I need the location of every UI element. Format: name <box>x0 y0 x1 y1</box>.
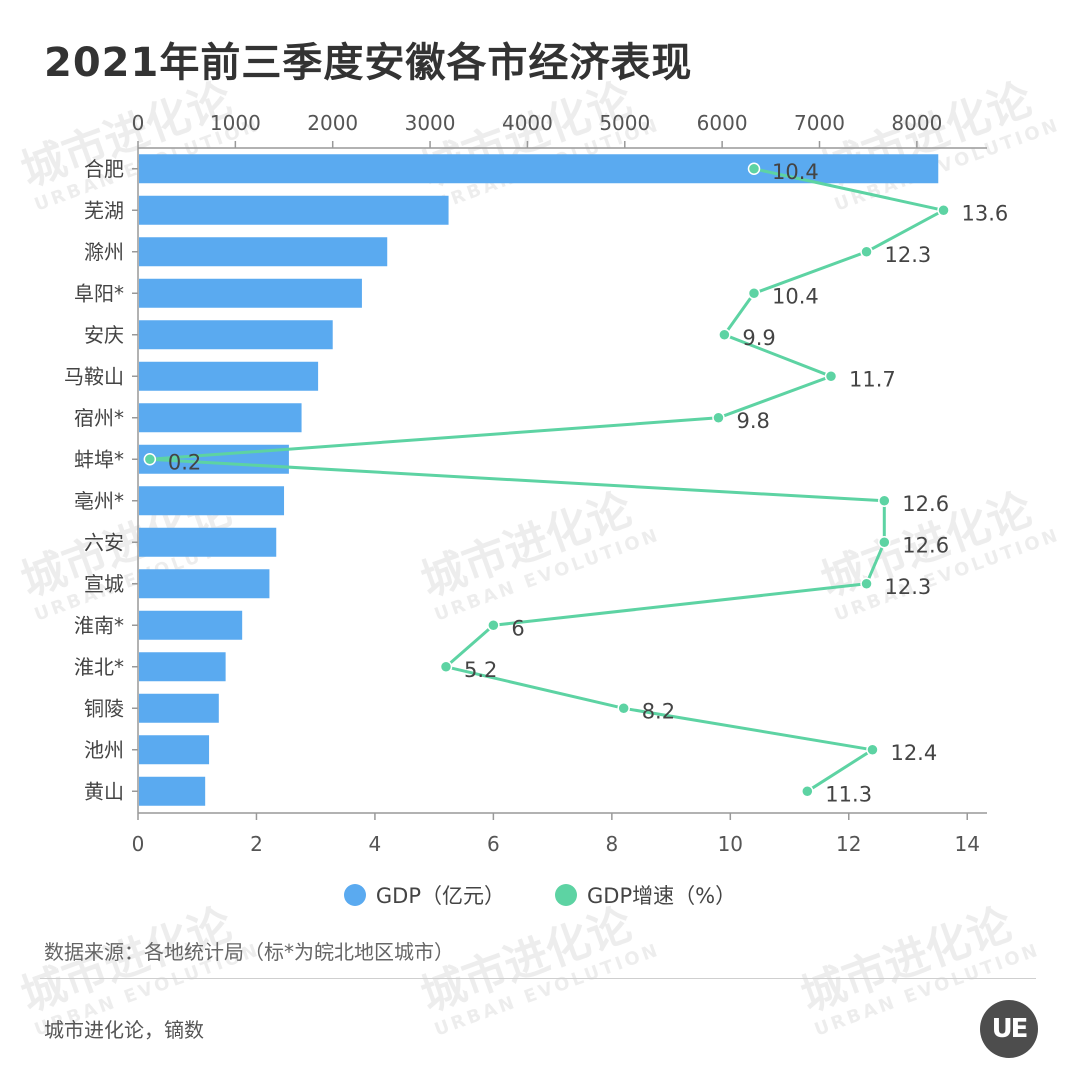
growth-data-label: 10.4 <box>772 284 819 308</box>
category-label: 六安 <box>84 530 124 554</box>
growth-data-label: 12.3 <box>885 575 932 599</box>
growth-data-label: 9.9 <box>742 326 775 350</box>
legend-item-gdp[interactable]: GDP（亿元） <box>343 880 506 910</box>
growth-data-label: 9.8 <box>736 409 769 433</box>
top-axis-tick-label: 6000 <box>697 111 748 135</box>
growth-point <box>860 577 873 590</box>
legend-label-growth: GDP增速（%） <box>587 884 737 908</box>
growth-data-label: 12.4 <box>890 741 937 765</box>
bottom-axis-tick-label: 10 <box>718 832 743 856</box>
bottom-axis-tick-label: 2 <box>250 832 263 856</box>
growth-data-label: 12.3 <box>885 243 932 267</box>
category-label: 滁州 <box>84 240 124 264</box>
category-label: 黄山 <box>84 779 124 803</box>
growth-point <box>747 162 761 175</box>
category-label: 宣城 <box>84 572 124 596</box>
growth-point <box>617 702 630 715</box>
gdp-bar <box>139 237 388 267</box>
category-label: 宿州* <box>74 406 124 430</box>
growth-data-label: 6 <box>511 616 524 640</box>
category-label: 池州 <box>84 738 124 762</box>
growth-data-label: 10.4 <box>772 160 819 184</box>
top-axis-tick-label: 8000 <box>891 111 942 135</box>
bottom-axis-tick-label: 4 <box>369 832 382 856</box>
growth-point <box>860 245 873 258</box>
growth-data-label: 8.2 <box>642 699 675 723</box>
gdp-bar <box>139 569 270 599</box>
gdp-bar <box>139 195 449 225</box>
legend-item-growth[interactable]: GDP增速（%） <box>555 880 736 910</box>
category-label: 芜湖 <box>84 198 124 222</box>
bottom-axis-tick-label: 0 <box>132 832 145 856</box>
legend-swatch-gdp <box>343 884 366 906</box>
bottom-axis-tick-label: 8 <box>605 832 618 856</box>
growth-data-label: 11.3 <box>825 782 872 806</box>
category-label: 安庆 <box>84 323 124 347</box>
credit: 城市进化论，镝数 <box>44 1018 204 1042</box>
gdp-bar <box>139 154 939 184</box>
growth-data-label: 5.2 <box>464 658 497 682</box>
growth-point <box>866 743 879 756</box>
growth-data-label: 11.7 <box>849 367 896 391</box>
category-label: 阜阳* <box>74 281 124 305</box>
growth-point <box>712 411 725 424</box>
top-axis-tick-label: 7000 <box>794 111 845 135</box>
category-label: 淮北* <box>74 655 124 679</box>
top-axis-tick-label: 2000 <box>307 111 358 135</box>
top-axis-tick-label: 5000 <box>599 111 650 135</box>
gdp-bar <box>139 652 226 682</box>
growth-point <box>878 494 891 507</box>
gdp-bar <box>139 320 333 350</box>
bottom-axis-tick-label: 14 <box>955 832 980 856</box>
growth-point <box>878 536 891 549</box>
growth-data-label: 12.6 <box>902 492 949 516</box>
growth-point <box>801 785 814 798</box>
top-axis-tick-label: 0 <box>132 111 145 135</box>
legend-label-gdp: GDP（亿元） <box>375 884 506 908</box>
gdp-bar <box>139 776 206 806</box>
category-label: 马鞍山 <box>64 364 124 388</box>
growth-data-label: 13.6 <box>962 201 1009 225</box>
gdp-bar <box>139 486 285 516</box>
growth-point <box>937 204 950 217</box>
bottom-axis-tick-label: 6 <box>487 832 500 856</box>
growth-point <box>439 660 453 673</box>
growth-point <box>718 328 731 341</box>
category-label: 淮南* <box>74 613 124 637</box>
gdp-bar <box>139 361 319 391</box>
gdp-bar <box>139 735 210 765</box>
growth-point <box>824 370 838 383</box>
top-axis-tick-label: 1000 <box>210 111 261 135</box>
growth-point <box>487 619 500 632</box>
growth-point <box>143 453 157 466</box>
logo: UE <box>980 1000 1038 1058</box>
growth-point <box>747 287 761 300</box>
gdp-bar <box>139 527 277 557</box>
category-label: 铜陵 <box>84 696 124 720</box>
gdp-bar <box>139 403 302 433</box>
growth-data-label: 12.6 <box>902 533 949 557</box>
gdp-bar <box>139 278 362 308</box>
divider <box>40 978 1036 979</box>
growth-line <box>148 167 945 793</box>
chart-title: 2021年前三季度安徽各市经济表现 <box>44 40 693 86</box>
category-label: 合肥 <box>84 157 124 181</box>
legend: GDP（亿元） GDP增速（%） <box>0 880 1080 910</box>
growth-data-label: 0.2 <box>168 450 201 474</box>
top-axis-tick-label: 3000 <box>405 111 456 135</box>
chart: 0 1000 2000 3000 4000 5000 6000 7000 8000 0 2 4 6 8 10… <box>64 111 1009 856</box>
category-label: 蚌埠* <box>74 447 124 471</box>
bottom-axis-tick-label: 12 <box>836 832 861 856</box>
source-note: 数据来源：各地统计局（标*为皖北地区城市） <box>44 940 454 964</box>
top-axis-tick-label: 4000 <box>502 111 553 135</box>
category-label: 亳州* <box>74 489 124 513</box>
gdp-bar <box>139 693 219 723</box>
gdp-bar <box>139 610 243 640</box>
legend-swatch-growth <box>555 884 578 906</box>
